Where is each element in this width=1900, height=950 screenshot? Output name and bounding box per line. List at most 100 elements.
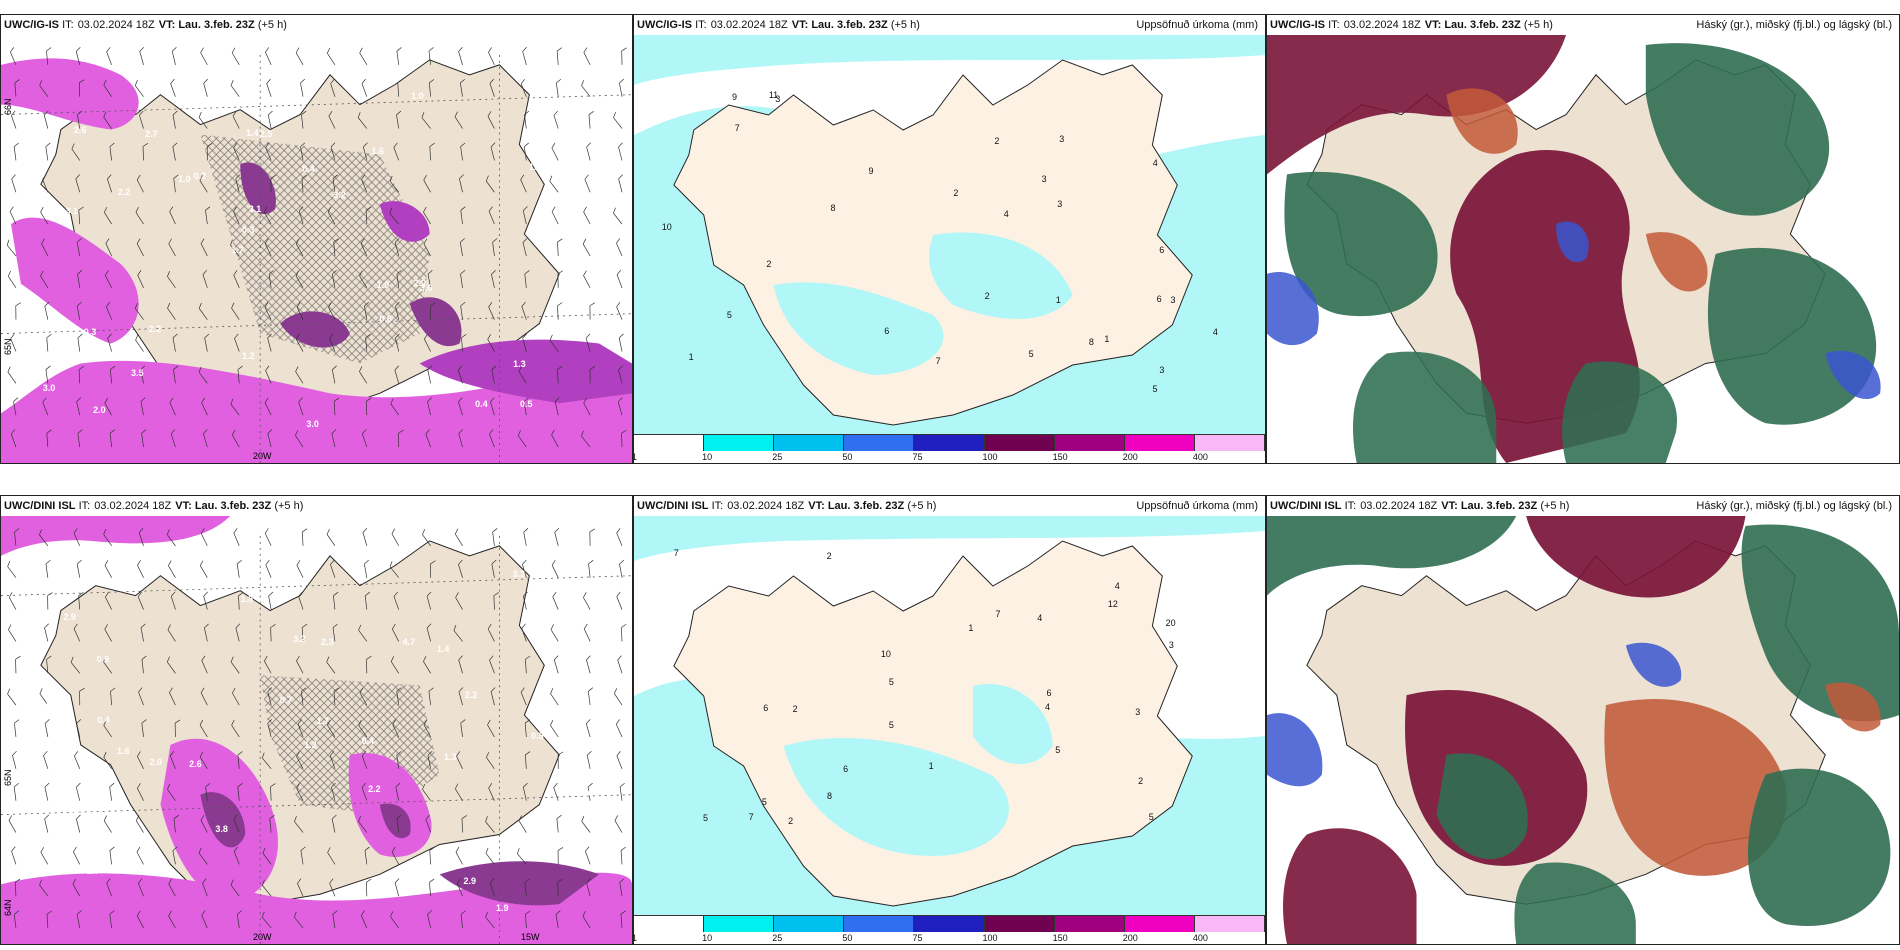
wind-barb bbox=[389, 207, 400, 225]
wind-barb bbox=[232, 429, 240, 448]
vt-value: Lau. 3.feb. 23Z bbox=[1460, 500, 1538, 512]
wind-barb bbox=[616, 528, 623, 546]
wind-barb bbox=[330, 142, 336, 161]
wind-barb bbox=[617, 397, 623, 416]
wind-barb bbox=[44, 301, 50, 320]
wind-barb bbox=[619, 78, 624, 97]
wind-map[interactable]: 0.5 3.1 2.0 1.7 1.6 2.0 1.4 0.4 0.3 0.2 3.0 3.5 2.5 3… bbox=[1, 35, 632, 463]
precip-map[interactable]: 5 5 7 4 5 12 2 1 1 2 3 5 4 6 7 10 2 5 8 3 4 2 6 7 5 20 6 bbox=[634, 516, 1265, 916]
wind-barb bbox=[524, 751, 531, 769]
wind-barb bbox=[396, 814, 402, 833]
wind-barb bbox=[76, 301, 82, 320]
wind-barb bbox=[77, 333, 83, 352]
wind-barb bbox=[46, 910, 52, 929]
wind-barb bbox=[173, 814, 179, 833]
wind-barb bbox=[7, 366, 17, 384]
wind-barb bbox=[267, 719, 273, 738]
wind-barb bbox=[429, 142, 435, 161]
vt-label: VT: bbox=[808, 500, 825, 512]
wind-barb bbox=[364, 591, 370, 610]
wind-barb bbox=[557, 847, 564, 865]
wind-barb bbox=[361, 174, 368, 193]
wind-barb bbox=[581, 815, 591, 833]
wind-barb bbox=[170, 751, 176, 769]
wind-barb bbox=[106, 301, 112, 320]
map-value-label: 2 bbox=[1138, 775, 1144, 786]
wind-barb bbox=[423, 656, 431, 674]
panel-header: UWC/IG-IS IT: 03.02.2024 18Z VT: Lau. 3.… bbox=[1267, 15, 1899, 35]
wind-barb bbox=[167, 270, 176, 289]
wind-barb bbox=[199, 719, 208, 738]
map-value-label: 3 bbox=[1041, 173, 1047, 184]
cloud-map[interactable] bbox=[1267, 516, 1899, 944]
wind-barb bbox=[522, 591, 528, 610]
map-value-label: 0.3 bbox=[241, 224, 255, 235]
wind-barb bbox=[620, 846, 627, 865]
map-value-label: 1.4 bbox=[436, 644, 450, 655]
cloud-panel-top: UWC/IG-IS IT: 03.02.2024 18Z VT: Lau. 3.… bbox=[1266, 14, 1900, 464]
map-value-label: 2.2 bbox=[148, 324, 162, 335]
wind-barb bbox=[202, 878, 208, 897]
wind-barb bbox=[10, 47, 17, 65]
wind-panel-top: UWC/IG-IS IT: 03.02.2024 18Z VT: Lau. 3.… bbox=[0, 14, 633, 464]
map-value-label: 6 bbox=[1046, 688, 1052, 699]
map-value-label: 4 bbox=[1114, 581, 1120, 592]
wind-barb bbox=[585, 719, 591, 738]
wind-barb bbox=[551, 206, 559, 225]
map-value-label: 4 bbox=[1152, 158, 1158, 169]
wind-barb bbox=[556, 47, 563, 65]
wind-barb bbox=[301, 687, 307, 706]
wind-barb bbox=[77, 429, 83, 448]
wind-barb bbox=[43, 750, 49, 769]
lead-time: (+5 h) bbox=[907, 500, 937, 512]
wind-barb bbox=[394, 878, 400, 897]
wind-barb bbox=[168, 910, 176, 929]
wind-barb bbox=[46, 429, 52, 448]
map-value-label: 5 bbox=[1028, 349, 1034, 360]
wind-barb bbox=[42, 174, 49, 193]
wind-barb bbox=[295, 430, 304, 448]
model-name: UWC/IG-IS bbox=[637, 19, 692, 31]
wind-barb bbox=[109, 910, 115, 929]
wind-barb bbox=[170, 429, 176, 448]
lead-time: (+5 h) bbox=[1540, 500, 1570, 512]
wind-barb bbox=[265, 142, 272, 161]
wind-value-labels: 0.5 3.1 2.0 1.7 1.6 2.0 1.4 0.4 0.3 0.2 3.0 3.5 2.5 3… bbox=[1, 35, 632, 463]
wind-barb bbox=[231, 719, 240, 738]
panel-header: UWC/DINI ISL IT: 03.02.2024 18Z VT: Lau.… bbox=[634, 496, 1265, 516]
map-value-label: 1.9 bbox=[376, 280, 390, 291]
wind-barb bbox=[135, 334, 144, 352]
map-value-label: 2.2 bbox=[368, 783, 381, 794]
wind-barb bbox=[203, 591, 208, 610]
wind-barb bbox=[103, 79, 112, 97]
wind-barb bbox=[329, 878, 336, 897]
colorbar-swatch bbox=[774, 916, 845, 932]
cloud-map[interactable] bbox=[1267, 35, 1899, 463]
wind-barb bbox=[42, 397, 49, 416]
wind-barb bbox=[233, 846, 240, 865]
map-value-label: 5 bbox=[726, 310, 732, 321]
precip-map[interactable]: 5 4 6 4 2 1 2 3 3 1 3 2 6 7 9 6 5 4 3 1 2 3 8 9 11 10 8 5 7 3 bbox=[634, 35, 1265, 435]
wind-barb bbox=[301, 623, 308, 642]
colorbar-swatch bbox=[774, 435, 845, 451]
wind-barb bbox=[398, 429, 404, 448]
wind-barb bbox=[235, 623, 241, 642]
wind-barb bbox=[109, 142, 115, 161]
wind-barb bbox=[206, 143, 213, 161]
wind-barb bbox=[78, 79, 85, 97]
wind-barb bbox=[584, 174, 591, 193]
wind-barb bbox=[524, 270, 530, 288]
wind-barb bbox=[620, 910, 626, 929]
wind-barb bbox=[170, 591, 176, 610]
wind-barb bbox=[327, 847, 336, 865]
wind-barb bbox=[554, 527, 560, 546]
lead-time: (+5 h) bbox=[257, 19, 287, 31]
wind-barb bbox=[428, 47, 434, 65]
wind-barb bbox=[583, 623, 591, 642]
wind-map[interactable]: 1.9 1.6 2.2 2.9 1.5 0.6 0.3 2.6 1.4 3.2 4.7 2.9 3.8 1… bbox=[1, 516, 632, 944]
wind-barb bbox=[200, 238, 208, 257]
wind-barb bbox=[460, 142, 466, 161]
wind-barb bbox=[169, 206, 176, 225]
wind-barb bbox=[522, 559, 527, 578]
wind-barb bbox=[333, 238, 339, 256]
